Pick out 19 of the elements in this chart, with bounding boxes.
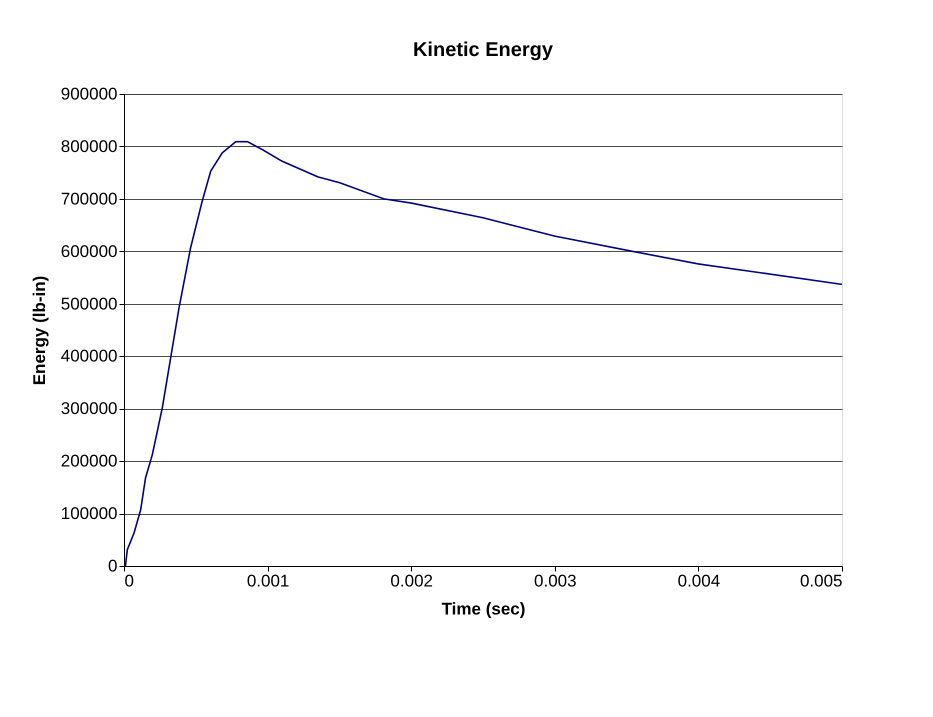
y-tick-label: 900000: [60, 84, 118, 104]
x-tick-label: 0.001: [246, 572, 290, 590]
x-tick-label: 0.005: [800, 572, 842, 590]
y-axis-title: Energy (lb-in): [30, 276, 49, 386]
y-tick-label: 300000: [60, 399, 118, 418]
y-tick-label: 700000: [60, 189, 118, 208]
x-tick-label: 0: [124, 572, 134, 590]
x-axis-title: Time (sec): [442, 600, 526, 618]
y-tick-label: 0: [108, 556, 118, 576]
y-tick-label: 500000: [60, 294, 118, 314]
chart-title: Kinetic Energy: [412, 39, 554, 61]
y-tick-label: 400000: [60, 346, 118, 366]
x-tick-label: 0.004: [678, 572, 720, 590]
y-tick-label: 100000: [60, 504, 118, 524]
x-tick-label: 0.003: [534, 572, 577, 590]
y-tick-label: 200000: [60, 452, 118, 471]
y-tick-label: 600000: [60, 242, 118, 261]
x-tick-label: 0.002: [390, 572, 433, 590]
y-tick-label: 800000: [60, 136, 118, 156]
